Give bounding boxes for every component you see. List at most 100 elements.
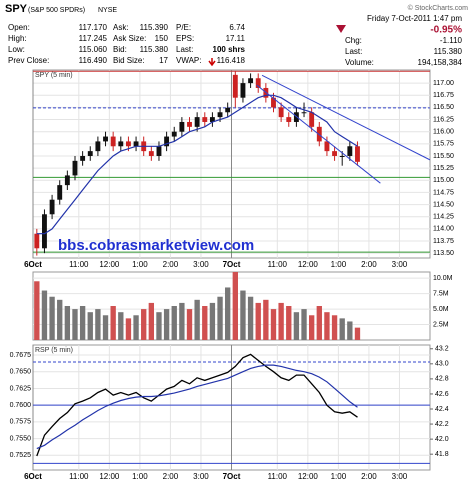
candle-body [278, 107, 284, 118]
y-tick-label: 0.7525 [10, 452, 32, 459]
candle-body [301, 112, 307, 114]
volume-bar [202, 306, 208, 340]
volume-bar [354, 327, 361, 340]
candle-body [148, 151, 154, 156]
volume-bar [133, 315, 139, 340]
volume-bar [240, 290, 246, 340]
field-label: Prev Close: [8, 56, 49, 65]
x-tick-label: 2:00 [361, 260, 377, 269]
candle-body [355, 146, 360, 162]
candle-body [57, 185, 63, 200]
symbol-name: (S&P 500 SPDRs) [28, 7, 85, 14]
y2-tick-label: 43.0 [435, 361, 449, 368]
x-tick-label: 1:00 [331, 472, 347, 480]
candle-body [156, 146, 162, 156]
x-tick-label: 11:00 [268, 472, 288, 480]
field-value: 17 [159, 56, 168, 65]
x-tick-label: 7Oct [223, 472, 241, 480]
field-label: Ask Size: [113, 34, 146, 43]
volume-bar [72, 309, 78, 340]
candle-body [248, 78, 254, 84]
x-tick-label: 12:00 [99, 472, 120, 480]
symbol: SPY [5, 3, 28, 15]
exchange: NYSE [98, 7, 117, 14]
y-tick-label: 0.7650 [10, 369, 32, 376]
field-value: 117.170 [79, 23, 108, 32]
volume-bar [49, 296, 55, 340]
y-tick-label: 0.7625 [10, 385, 32, 392]
y2-tick-label: 42.2 [435, 421, 449, 428]
candle-body [324, 141, 330, 152]
candle-body [133, 141, 139, 147]
field-label: Bid Size: [113, 56, 145, 65]
volume-bar [79, 306, 86, 340]
x-tick-label: 6Oct [24, 260, 42, 269]
volume-bar [225, 287, 231, 340]
candle-body [49, 199, 55, 215]
volume-bar [95, 309, 101, 340]
candle-body [339, 155, 345, 157]
field-value: 115.390 [140, 23, 169, 32]
trend-line [261, 74, 431, 161]
field-label: High: [8, 34, 27, 43]
volume-bar [118, 312, 124, 340]
candle-body [80, 155, 86, 161]
volume-bar [347, 321, 353, 340]
x-tick-label: 12:00 [298, 472, 319, 480]
y-tick-label: 116.50 [433, 104, 454, 111]
candle-body [110, 136, 116, 147]
x-tick-label: 7Oct [223, 260, 241, 269]
y2-tick-label: 43.2 [435, 346, 449, 353]
volume-bar [247, 296, 254, 340]
y-tick-label: 113.50 [433, 250, 454, 257]
y-tick-label: 5.0M [433, 306, 449, 313]
volume-bar [255, 302, 261, 340]
panel-label: SPY (5 min) [35, 72, 73, 79]
field-value: 115.060 [79, 45, 108, 54]
candle-body [309, 112, 315, 127]
volume-bar [163, 309, 170, 340]
candle-body [118, 141, 124, 147]
x-tick-label: 6Oct [24, 472, 42, 480]
y-tick-label: 116.75 [433, 92, 454, 99]
x-tick-label: 3:00 [392, 472, 408, 480]
candle-body [164, 136, 170, 147]
summary-value: -1.110 [440, 36, 463, 45]
summary-value: 115.380 [434, 47, 463, 56]
change-percent: -0.95% [430, 25, 462, 36]
line-series [36, 353, 358, 457]
volume-bar [217, 296, 223, 340]
volume-bar [34, 281, 40, 340]
y-tick-label: 10.0M [433, 275, 453, 282]
x-tick-label: 11:00 [69, 472, 89, 480]
field-label: VWAP: [176, 56, 201, 65]
candle-body [217, 112, 223, 118]
volume-bar [316, 306, 322, 340]
volume-bar [57, 299, 63, 340]
date: Friday 7-Oct-2011 1:47 pm [367, 14, 462, 23]
down-arrow [336, 25, 346, 33]
volume-bar [141, 309, 147, 340]
candle-body [347, 146, 353, 156]
volume-bar [156, 312, 162, 340]
volume-bar [232, 272, 238, 340]
field-label: Last: [176, 45, 193, 54]
volume-bar [110, 306, 116, 340]
volume-bar [64, 306, 71, 340]
y-tick-label: 117.00 [433, 80, 454, 87]
volume-bar [194, 299, 200, 340]
volume-bar [171, 306, 177, 340]
x-tick-label: 2:00 [163, 472, 179, 480]
x-tick-label: 11:00 [268, 260, 288, 269]
y-tick-label: 0.7575 [10, 419, 32, 426]
y-tick-label: 115.50 [433, 153, 454, 160]
x-tick-label: 3:00 [193, 472, 209, 480]
last-arrow [208, 58, 216, 67]
field-value: 150 [155, 34, 169, 43]
candle-body [125, 141, 131, 147]
volume-bar [278, 302, 284, 340]
candle-body [34, 233, 40, 249]
summary-label: Chg: [345, 36, 362, 45]
field-value: 116.418 [217, 56, 246, 65]
